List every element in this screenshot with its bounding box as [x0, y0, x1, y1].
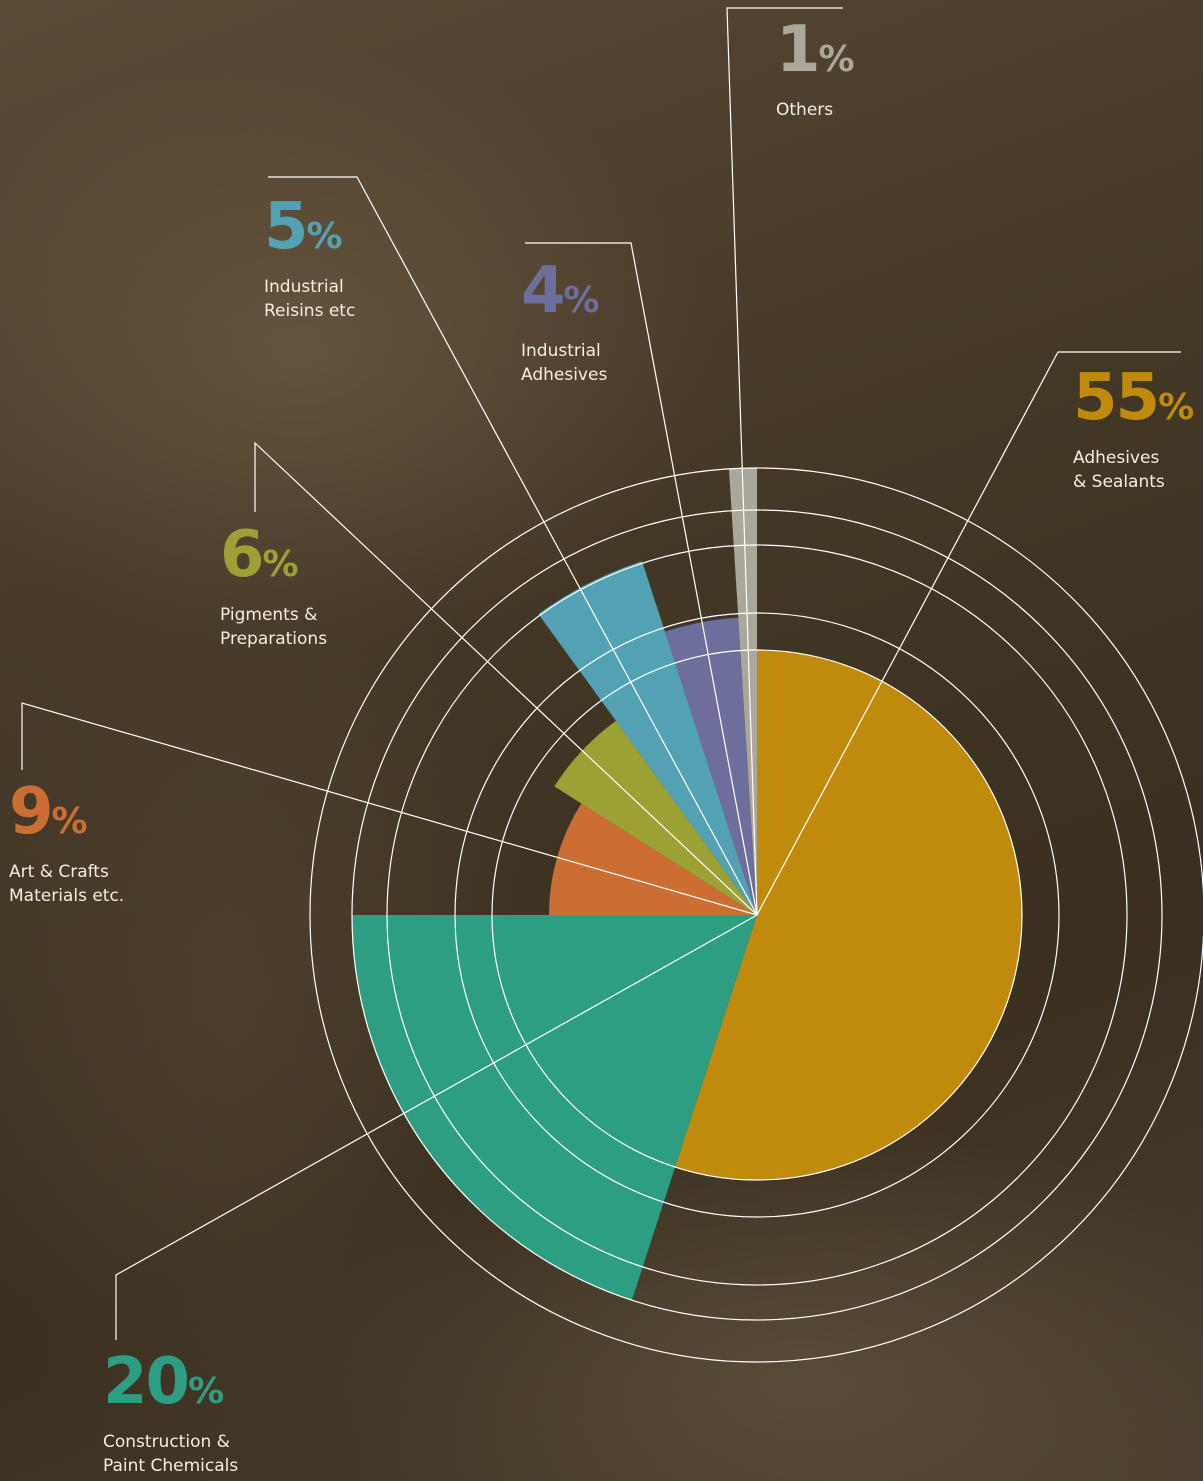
category-label: Construction & Paint Chemicals	[103, 1432, 239, 1476]
value-number: 6	[220, 518, 265, 592]
value-number: 1	[776, 13, 821, 87]
value-number: 9	[9, 775, 54, 849]
value-label: 1%	[776, 18, 855, 92]
leader-line	[756, 351, 1181, 916]
value-label: 55%	[1073, 366, 1194, 440]
value-label: 20%	[103, 1350, 238, 1424]
slice	[664, 617, 757, 915]
category-label: Industrial Adhesives	[521, 341, 608, 385]
ring	[351, 509, 1163, 1321]
slice-label: 4% Industrial Adhesives	[521, 259, 607, 387]
leader-line	[268, 176, 758, 916]
slice	[554, 720, 757, 915]
value-label: 5%	[264, 195, 355, 269]
slice-label: 1% Others	[776, 18, 855, 122]
value-unit: %	[188, 1371, 225, 1412]
slice	[538, 561, 757, 915]
value-unit: %	[1158, 387, 1195, 428]
value-label: 4%	[521, 259, 607, 333]
value-number: 55	[1073, 361, 1160, 435]
leader-line	[254, 441, 758, 916]
category-label: Art & Crafts Materials etc.	[9, 862, 125, 906]
ring	[454, 612, 1060, 1218]
ring	[386, 544, 1128, 1286]
slice-label: 55% Adhesives & Sealants	[1073, 366, 1194, 494]
category-label: Others	[776, 100, 834, 120]
leader-line	[21, 702, 758, 916]
value-unit: %	[51, 801, 88, 842]
slice-label: 9% Art & Crafts Materials etc.	[9, 780, 124, 908]
slice	[728, 468, 757, 915]
slice-label: 20% Construction & Paint Chemicals	[103, 1350, 238, 1478]
leader-line	[525, 242, 758, 916]
slice-label: 5% Industrial Reisins etc	[264, 195, 355, 323]
value-label: 6%	[220, 523, 327, 597]
leader-line	[115, 914, 758, 1340]
value-unit: %	[563, 280, 600, 321]
slice	[675, 650, 1023, 1181]
value-unit: %	[262, 544, 299, 585]
value-label: 9%	[9, 780, 124, 854]
category-label: Pigments & Preparations	[220, 605, 328, 649]
value-number: 20	[103, 1345, 190, 1419]
value-number: 4	[521, 254, 566, 328]
slice	[352, 915, 757, 1301]
value-number: 5	[264, 190, 309, 264]
slice-label: 6% Pigments & Preparations	[220, 523, 327, 651]
value-unit: %	[818, 39, 855, 80]
ring	[309, 467, 1203, 1363]
ring	[491, 649, 1023, 1181]
slice	[549, 803, 757, 915]
value-unit: %	[306, 216, 343, 257]
category-label: Industrial Reisins etc	[264, 277, 356, 321]
leader-line	[726, 7, 843, 916]
category-label: Adhesives & Sealants	[1073, 448, 1165, 492]
